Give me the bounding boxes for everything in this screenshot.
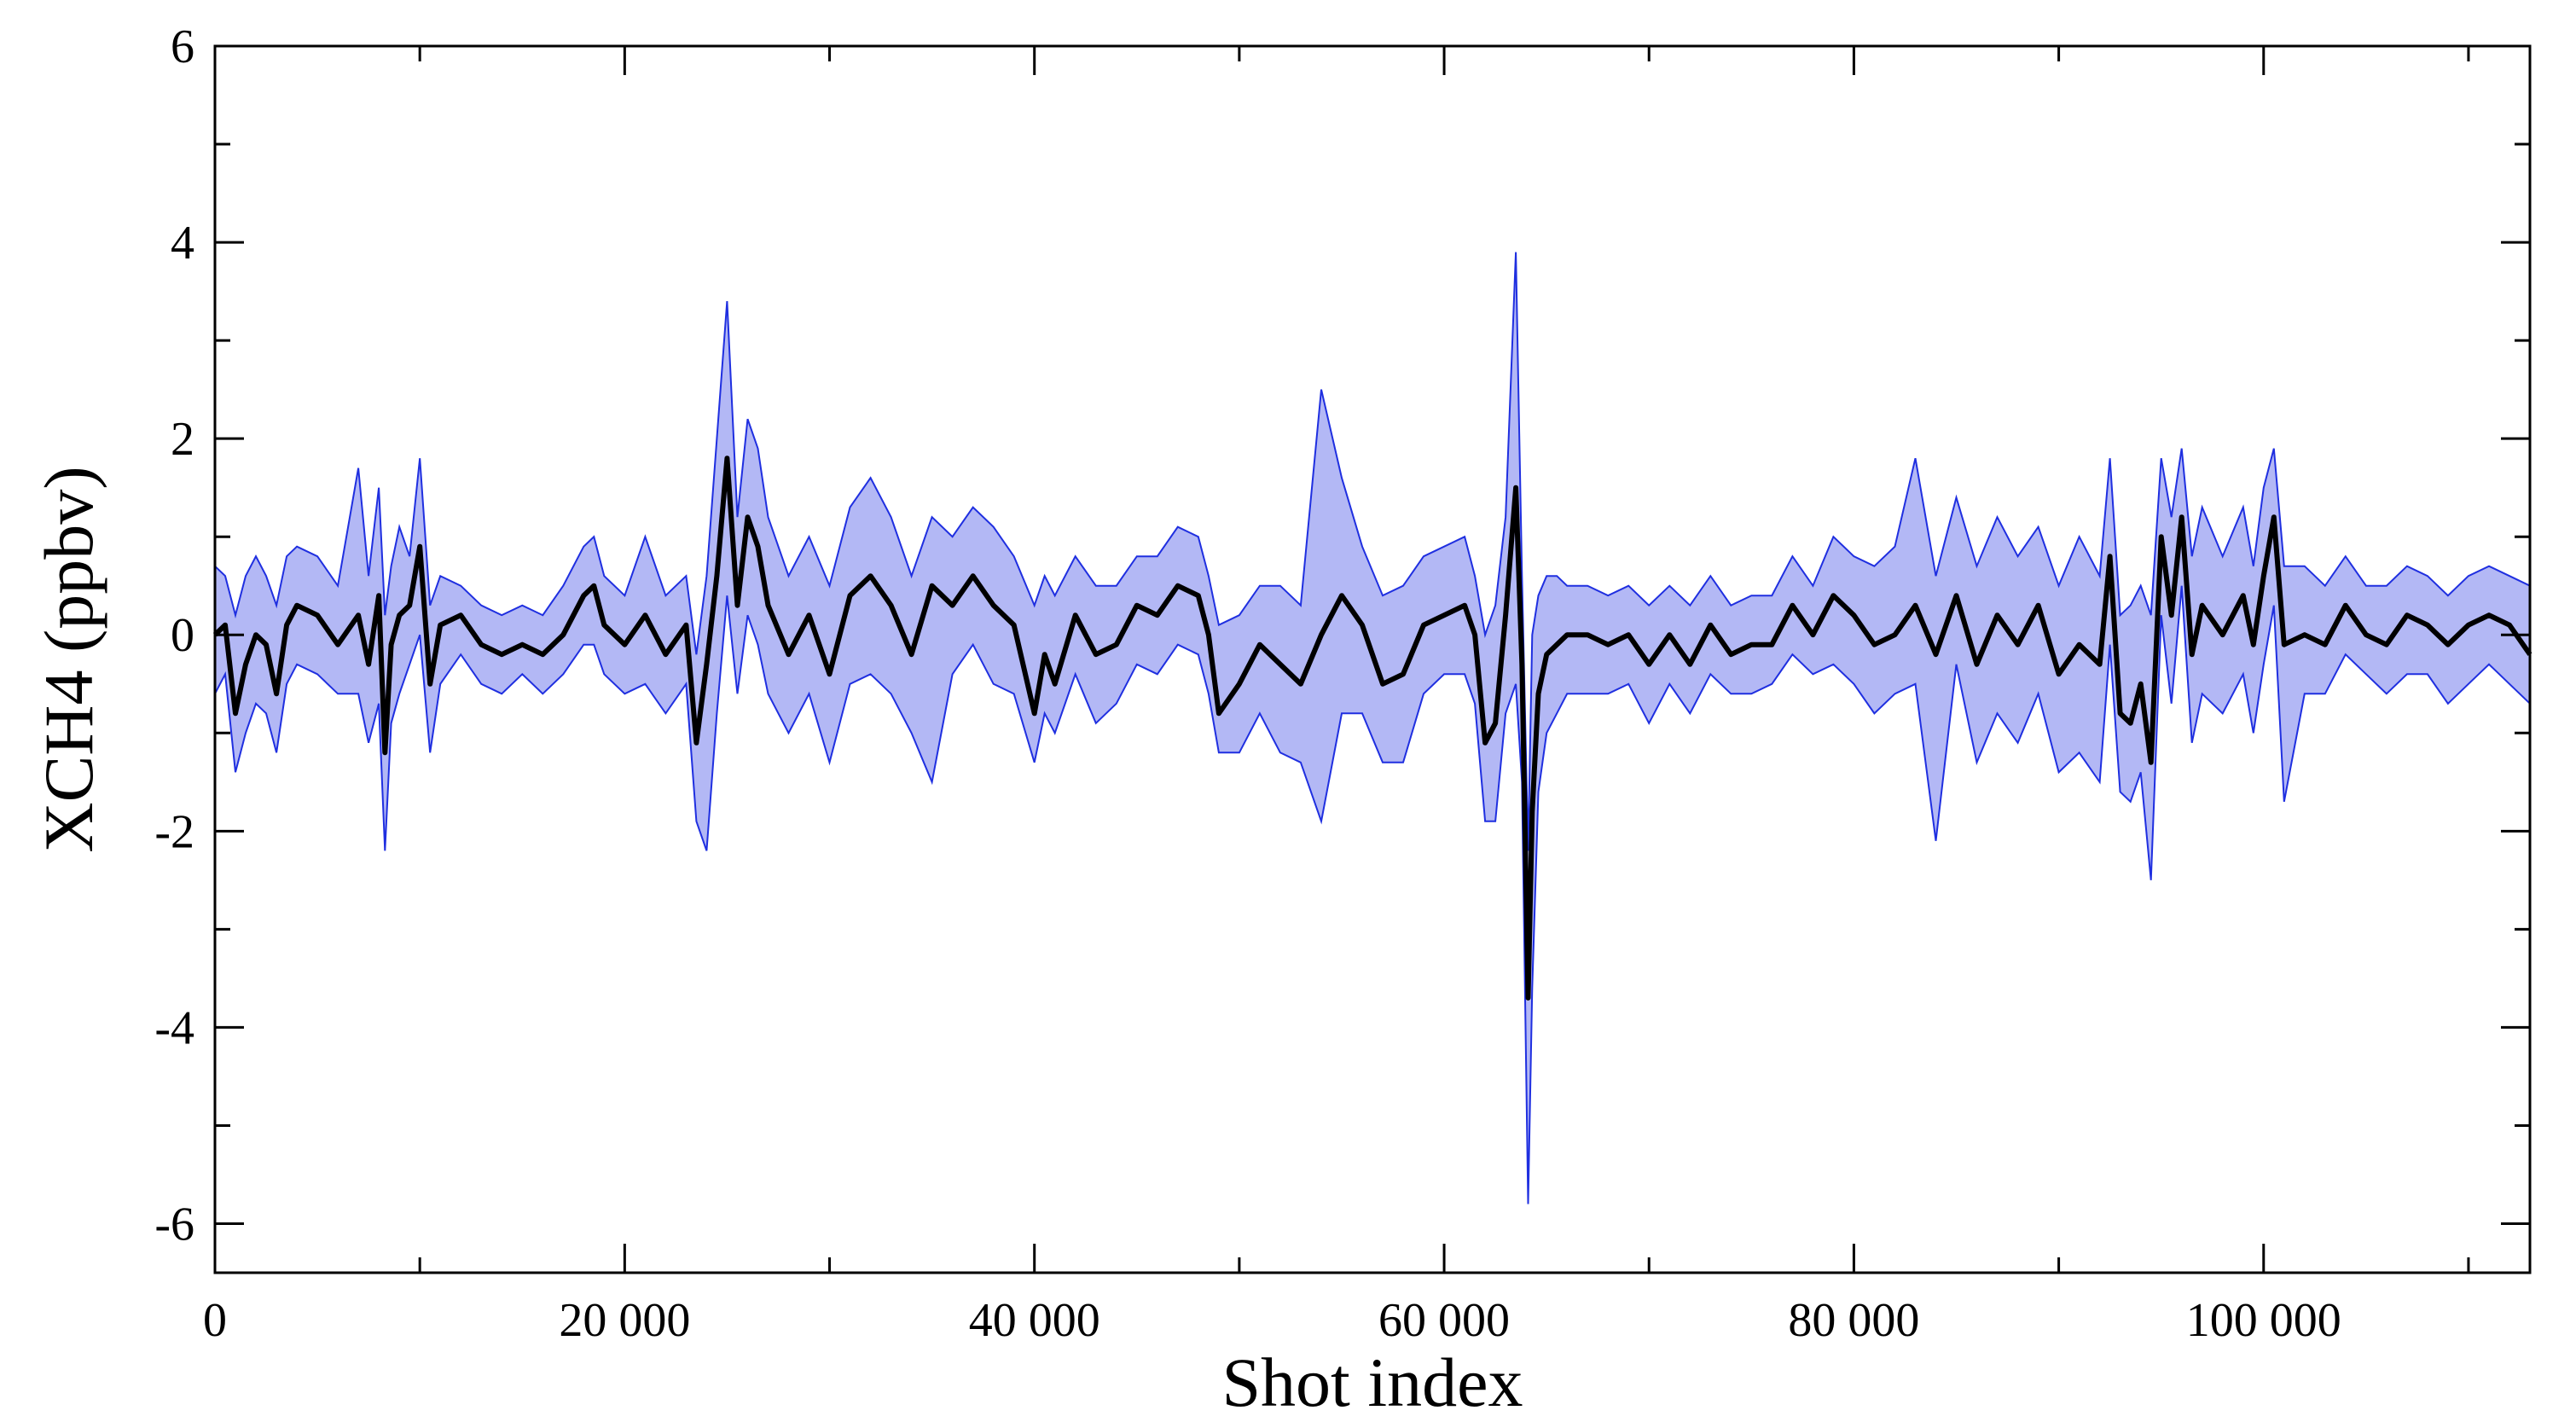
- x-axis-title: Shot index: [1221, 1344, 1523, 1421]
- x-axis: 0 20 000 40 000 60 000 80 000 100 000: [203, 46, 2470, 1347]
- x-tick-label: 40 000: [969, 1294, 1100, 1347]
- x-tick-label: 80 000: [1788, 1294, 1919, 1347]
- mean-series-line: [212, 456, 2532, 1001]
- y-axis: 6 4 2 0 -2 -4 -6: [154, 20, 2530, 1251]
- y-tick-label: -2: [154, 805, 194, 858]
- y-axis-title: XCH4 (ppbv): [30, 466, 107, 852]
- uncertainty-band: [214, 252, 2531, 1204]
- y-tick-label: 6: [171, 20, 194, 73]
- y-tick-label: -6: [154, 1198, 194, 1251]
- y-tick-label: 4: [171, 217, 194, 270]
- y-tick-label: 0: [171, 609, 194, 662]
- x-tick-label: 20 000: [559, 1294, 690, 1347]
- x-tick-label: 60 000: [1378, 1294, 1510, 1347]
- x-tick-label: 0: [203, 1294, 227, 1347]
- uncertainty-band-upper-edge: [214, 252, 2531, 851]
- plot-frame: [213, 44, 2532, 1274]
- y-tick-label: -4: [154, 1001, 194, 1054]
- uncertainty-band-fill: [215, 252, 2530, 1204]
- x-tick-label: 100 000: [2186, 1294, 2341, 1347]
- uncertainty-band-lower-edge: [214, 585, 2531, 1204]
- y-tick-label: 2: [171, 413, 194, 466]
